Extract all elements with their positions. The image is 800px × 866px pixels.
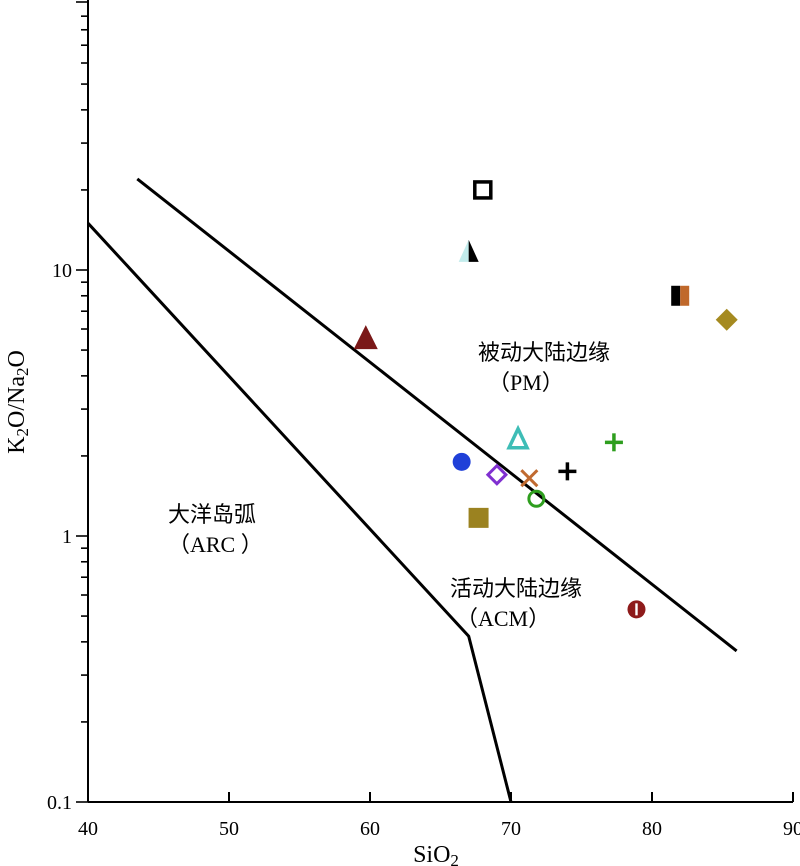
data-point-half-square bbox=[671, 285, 690, 306]
data-point-open-diamond bbox=[485, 463, 509, 486]
region-label-acm: 活动大陆边缘 bbox=[450, 577, 582, 602]
data-point-filled-square bbox=[468, 507, 489, 528]
x-tick-label: 80 bbox=[642, 818, 662, 840]
data-point-plus bbox=[604, 433, 623, 452]
data-point-open-square bbox=[473, 180, 493, 200]
y-tick-label: 10 bbox=[52, 260, 72, 282]
y-tick-label: 0.1 bbox=[47, 792, 72, 814]
region-abbr-acm: （ACM） bbox=[456, 606, 550, 631]
boundary-lines bbox=[86, 177, 738, 803]
boundary-line-acm-pm bbox=[136, 177, 738, 653]
region-label-pm: 被动大陆边缘 bbox=[478, 341, 610, 366]
data-point-filled-diamond bbox=[715, 308, 738, 331]
x-tick-label: 50 bbox=[219, 818, 239, 840]
ticks: 40 50 60 70 80 90 0.1 1 10 bbox=[47, 1, 800, 840]
x-tick-label: 70 bbox=[501, 818, 521, 840]
data-point-plus bbox=[558, 462, 577, 481]
data-point-open-circle bbox=[527, 489, 546, 508]
region-label-arc: 大洋岛弧 bbox=[168, 503, 256, 528]
region-abbr-pm: （PM） bbox=[488, 370, 564, 395]
x-axis-title: SiO2 bbox=[413, 842, 459, 866]
x-tick-label: 90 bbox=[783, 818, 800, 840]
data-point-open-triangle bbox=[506, 424, 530, 450]
data-point-filled-circle bbox=[452, 452, 471, 471]
region-abbr-arc: （ARC ） bbox=[168, 532, 263, 557]
data-points bbox=[353, 180, 738, 619]
axes bbox=[87, 0, 793, 803]
boundary-line-arc-acm bbox=[86, 222, 513, 803]
y-tick-label: 1 bbox=[62, 526, 72, 548]
data-point-half-circle bbox=[627, 600, 646, 619]
data-point-cross bbox=[520, 469, 539, 488]
data-point-half-triangle bbox=[458, 239, 479, 262]
y-axis-title: K2O/Na2O bbox=[4, 350, 32, 454]
data-point-filled-triangle bbox=[353, 325, 378, 350]
x-tick-label: 40 bbox=[78, 818, 98, 840]
x-tick-label: 60 bbox=[360, 818, 380, 840]
